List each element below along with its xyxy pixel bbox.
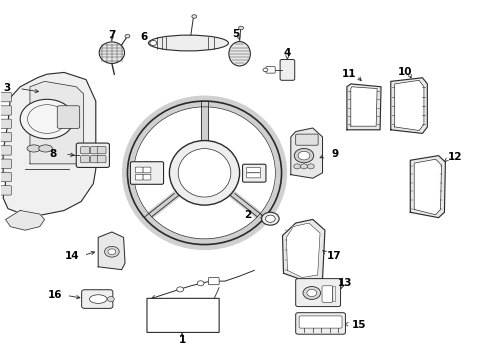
FancyBboxPatch shape [295, 279, 340, 307]
Text: 14: 14 [65, 251, 80, 261]
FancyBboxPatch shape [130, 162, 163, 184]
Text: 17: 17 [326, 251, 341, 261]
Polygon shape [346, 84, 380, 130]
FancyBboxPatch shape [0, 146, 11, 155]
FancyBboxPatch shape [322, 286, 332, 302]
Text: 6: 6 [141, 32, 148, 42]
Polygon shape [409, 156, 445, 218]
Circle shape [20, 99, 74, 139]
Circle shape [197, 281, 203, 286]
FancyBboxPatch shape [295, 313, 345, 334]
FancyBboxPatch shape [295, 134, 318, 145]
FancyBboxPatch shape [76, 143, 109, 167]
Polygon shape [290, 128, 322, 178]
Polygon shape [390, 78, 427, 134]
FancyBboxPatch shape [97, 147, 106, 154]
FancyBboxPatch shape [97, 156, 106, 163]
Circle shape [307, 164, 314, 169]
FancyBboxPatch shape [0, 119, 11, 129]
FancyBboxPatch shape [147, 298, 219, 332]
Ellipse shape [228, 41, 250, 66]
FancyBboxPatch shape [0, 93, 11, 102]
Circle shape [261, 212, 279, 225]
FancyBboxPatch shape [0, 106, 11, 115]
FancyBboxPatch shape [242, 164, 265, 182]
FancyBboxPatch shape [0, 159, 11, 168]
Text: 12: 12 [447, 152, 462, 162]
Ellipse shape [39, 145, 52, 152]
Circle shape [238, 26, 243, 30]
FancyBboxPatch shape [265, 67, 275, 73]
Circle shape [191, 15, 196, 18]
Polygon shape [286, 223, 320, 278]
Circle shape [107, 297, 114, 302]
FancyBboxPatch shape [135, 174, 143, 180]
Text: 10: 10 [397, 67, 412, 77]
FancyBboxPatch shape [246, 167, 260, 172]
Circle shape [108, 249, 116, 255]
FancyBboxPatch shape [81, 147, 89, 154]
Polygon shape [413, 159, 441, 215]
Text: 5: 5 [232, 29, 240, 39]
Polygon shape [5, 211, 44, 230]
FancyBboxPatch shape [280, 59, 294, 80]
Ellipse shape [89, 295, 107, 303]
Circle shape [265, 215, 275, 222]
Circle shape [300, 164, 307, 169]
Text: 1: 1 [178, 335, 185, 345]
Polygon shape [394, 80, 423, 131]
Text: 16: 16 [47, 290, 62, 300]
FancyBboxPatch shape [81, 156, 89, 163]
Text: 13: 13 [338, 278, 352, 288]
Circle shape [303, 287, 320, 300]
Polygon shape [98, 232, 125, 270]
Text: 8: 8 [49, 149, 57, 159]
Circle shape [150, 41, 157, 45]
FancyBboxPatch shape [0, 172, 11, 182]
FancyBboxPatch shape [90, 156, 99, 163]
Polygon shape [350, 87, 376, 126]
Text: 11: 11 [342, 69, 356, 79]
Text: 4: 4 [283, 48, 290, 58]
Circle shape [125, 35, 130, 38]
Text: 7: 7 [108, 30, 115, 40]
FancyBboxPatch shape [57, 106, 80, 129]
FancyBboxPatch shape [208, 278, 219, 285]
Ellipse shape [27, 145, 41, 152]
Polygon shape [30, 81, 83, 164]
FancyBboxPatch shape [143, 167, 151, 173]
FancyBboxPatch shape [81, 290, 113, 309]
Text: 15: 15 [351, 320, 366, 330]
FancyBboxPatch shape [246, 173, 260, 178]
Circle shape [298, 151, 309, 160]
Circle shape [104, 246, 119, 257]
Circle shape [294, 148, 313, 163]
Text: 9: 9 [331, 149, 338, 159]
Text: 2: 2 [244, 210, 251, 220]
FancyBboxPatch shape [135, 167, 143, 173]
Circle shape [263, 68, 267, 72]
Ellipse shape [148, 35, 228, 51]
Ellipse shape [178, 149, 230, 197]
Circle shape [306, 289, 316, 297]
FancyBboxPatch shape [299, 316, 341, 328]
FancyBboxPatch shape [0, 186, 11, 195]
Circle shape [293, 164, 300, 169]
Text: 3: 3 [4, 83, 11, 93]
FancyBboxPatch shape [0, 132, 11, 142]
Polygon shape [282, 220, 325, 281]
Ellipse shape [99, 42, 124, 63]
FancyBboxPatch shape [143, 174, 151, 180]
Polygon shape [3, 72, 96, 216]
Circle shape [176, 287, 183, 292]
Ellipse shape [169, 140, 239, 205]
FancyBboxPatch shape [90, 147, 99, 154]
